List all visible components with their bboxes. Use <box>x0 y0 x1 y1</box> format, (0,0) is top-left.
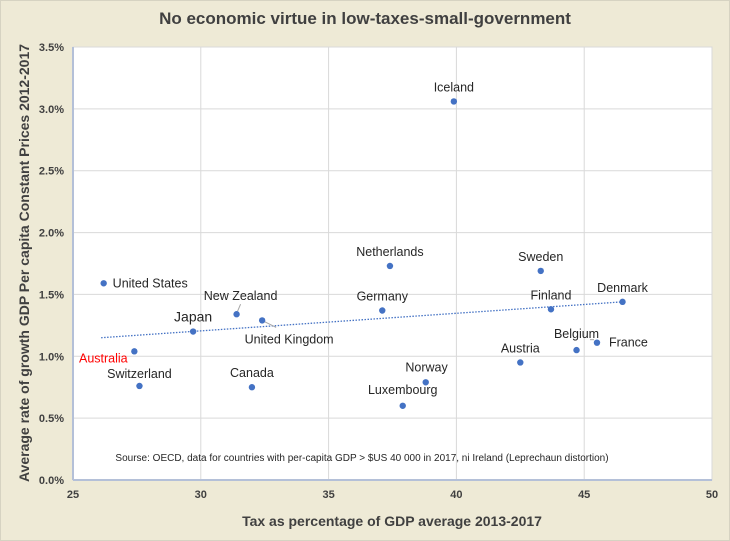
data-point-switzerland <box>136 382 143 390</box>
leader-line <box>263 320 277 328</box>
x-tick-labels: 25 30 35 40 45 50 <box>67 489 718 501</box>
point-label-netherlands: Netherlands <box>356 245 423 259</box>
plot-area <box>72 46 713 481</box>
data-point-sweden <box>537 267 544 275</box>
leader-line <box>237 304 242 312</box>
data-point-denmark <box>619 298 626 306</box>
point-label-sweden: Sweden <box>518 250 563 264</box>
point-label-united-kingdom: United Kingdom <box>245 332 334 346</box>
data-point-norway <box>422 379 429 386</box>
data-points <box>100 98 626 409</box>
point-label-switzerland: Switzerland <box>107 367 172 381</box>
point-label-australia: Australia <box>79 351 128 365</box>
point-label-austria: Austria <box>501 341 540 355</box>
point-label-iceland: Iceland <box>434 80 474 94</box>
x-tick-label: 30 <box>195 489 207 501</box>
point-label-canada: Canada <box>230 366 274 380</box>
y-axis-title: Average rate of growth GDP Per capita Co… <box>16 44 32 482</box>
point-label-germany: Germany <box>357 290 409 304</box>
y-tick-label: 1.5% <box>39 289 64 301</box>
data-point-luxembourg <box>399 402 406 409</box>
y-tick-label: 0.0% <box>39 475 64 487</box>
point-label-united-states: United States <box>113 276 188 290</box>
chart-title: No economic virtue in low-taxes-small-go… <box>159 9 571 28</box>
data-point-finland <box>547 306 555 313</box>
data-point-united-kingdom <box>258 317 266 324</box>
data-point-belgium <box>573 346 580 354</box>
trendline <box>101 301 623 339</box>
source-note: Sourse: OECD, data for countries with pe… <box>115 453 608 464</box>
y-tick-label: 2.0% <box>39 228 64 240</box>
point-label-denmark: Denmark <box>597 281 648 295</box>
point-label-belgium: Belgium <box>554 327 599 341</box>
point-label-new-zealand: New Zealand <box>204 289 278 303</box>
x-tick-label: 45 <box>578 489 590 501</box>
point-label-finland: Finland <box>530 288 571 302</box>
y-tick-label: 1.0% <box>39 351 64 363</box>
leader-lines <box>237 304 594 341</box>
x-tick-label: 50 <box>706 489 718 501</box>
data-point-france <box>593 339 601 346</box>
x-tick-label: 40 <box>450 489 462 501</box>
point-label-japan: Japan <box>174 309 212 325</box>
data-point-new-zealand <box>233 311 240 318</box>
y-tick-label: 0.5% <box>39 413 64 425</box>
point-label-france: France <box>609 336 648 350</box>
point-label-norway: Norway <box>405 360 448 374</box>
x-axis-title: Tax as percentage of GDP average 2013-20… <box>242 513 542 529</box>
y-tick-label: 3.5% <box>39 42 64 54</box>
point-labels: United States Australia Switzerland Japan Ne… <box>79 80 649 396</box>
x-tick-label: 35 <box>322 489 334 501</box>
data-point-germany <box>379 307 386 314</box>
x-tick-label: 25 <box>67 489 79 501</box>
y-tick-label: 3.0% <box>39 104 64 116</box>
data-point-netherlands <box>386 262 394 270</box>
data-point-japan <box>189 328 197 335</box>
data-point-australia <box>131 348 138 355</box>
y-tick-label: 2.5% <box>39 166 64 178</box>
point-label-luxembourg: Luxembourg <box>368 383 438 397</box>
data-point-austria <box>517 359 524 366</box>
y-tick-labels: 0.0% 0.5% 1.0% 1.5% 2.0% 2.5% 3.0% 3.5% <box>39 42 64 487</box>
data-point-united-states <box>100 280 107 287</box>
gridlines <box>73 47 712 480</box>
data-point-iceland <box>450 98 458 105</box>
data-point-canada <box>248 384 256 391</box>
